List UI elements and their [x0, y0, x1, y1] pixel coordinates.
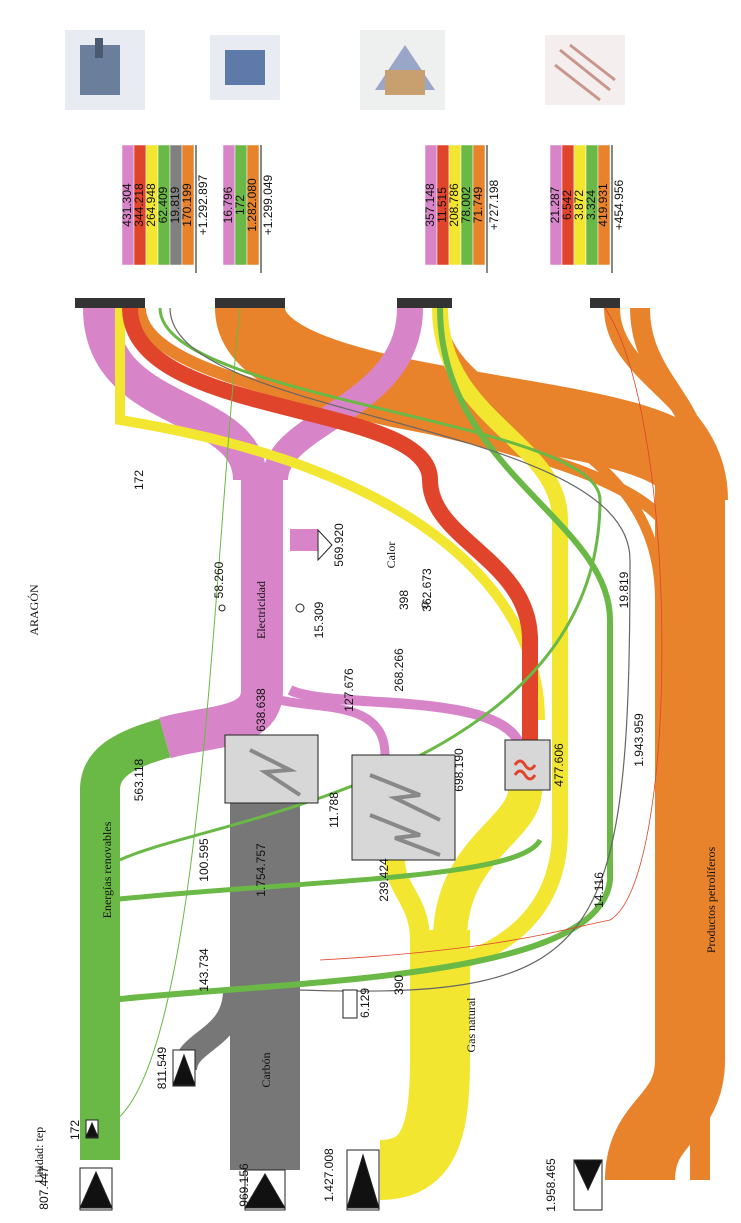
source-value: 811.549	[155, 1046, 169, 1089]
sector-value: 431.304	[120, 183, 134, 227]
sector-cell	[181, 144, 195, 266]
flow-value: 127.676	[342, 668, 356, 712]
flows	[80, 302, 728, 1200]
sector-value: 62.409	[156, 186, 170, 223]
sector-value: 419.931	[596, 183, 610, 227]
node-label: Productos petrolíferos	[704, 847, 718, 954]
flow-value: 172	[132, 470, 146, 490]
node-label: Carbón	[259, 1052, 273, 1087]
flow-value: 390	[392, 975, 406, 995]
flow-value: 268.266	[392, 648, 406, 692]
sector-icons	[65, 30, 625, 110]
source-value: 1.958.465	[544, 1158, 558, 1212]
sector-cell	[246, 144, 260, 266]
sector-value: 21.287	[548, 186, 562, 223]
title: ARAGÓN	[27, 584, 41, 636]
flow-value: 143.734	[197, 948, 211, 992]
sector-total: +454.956	[612, 179, 626, 230]
sector-value: 16.796	[221, 186, 235, 223]
sector-value: 357.148	[423, 183, 437, 227]
sector-total: +1.299.049	[261, 174, 275, 235]
sector-value: 11.515	[435, 187, 449, 223]
sector-value: 78.002	[459, 186, 473, 223]
sector-total: +1.292.897	[196, 174, 210, 235]
flow-value: 11.788	[327, 792, 341, 828]
flow-value: 239.424	[377, 858, 391, 902]
sector-value: 172	[233, 195, 247, 215]
flow-value: 19.819	[617, 571, 631, 608]
sector-bars	[75, 298, 620, 308]
flow-value: 362.673	[420, 568, 434, 612]
sector-value: 71.749	[471, 186, 485, 223]
source-value: 1.427.008	[322, 1148, 336, 1202]
node-label: Energías renovables	[100, 821, 114, 918]
flow-value: 100.595	[197, 838, 211, 882]
sector-cell	[472, 144, 486, 266]
sector-value: 344.218	[132, 183, 146, 227]
sector-value: 170.199	[180, 183, 194, 227]
sector-value: 3.324	[584, 190, 598, 220]
flow-value: 58.260	[212, 561, 226, 598]
source-value: 172	[68, 1120, 82, 1140]
source-value: 807.447	[37, 1166, 51, 1210]
flow-value: 1.754.757	[254, 843, 268, 897]
source-value: 6.129	[358, 988, 372, 1018]
flow-value: 14.116	[592, 872, 606, 908]
nodes	[79, 528, 603, 1211]
node-label: Gas natural	[464, 997, 478, 1053]
sector-total: +727.198	[487, 179, 501, 230]
sector-value: 3.872	[572, 190, 586, 220]
sector-value: 19.819	[168, 186, 182, 223]
flow-value: 15.309	[312, 601, 326, 638]
sector-value: 6.542	[560, 190, 574, 220]
flow-value: 398	[397, 590, 411, 610]
flow-value: 1.943.959	[632, 713, 646, 767]
flow-value: 638.638	[254, 688, 268, 732]
node-label: Electricidad	[254, 581, 268, 639]
sector-cell	[597, 144, 611, 266]
sector-value: 208.786	[447, 183, 461, 227]
sector-value: 264.948	[144, 183, 158, 227]
source-value: 969.156	[237, 1163, 251, 1207]
flow-value: 563.118	[132, 758, 146, 801]
flow-value: 569.920	[332, 523, 346, 567]
node-label: Calor	[384, 542, 398, 569]
flow-value: 477.606	[552, 743, 566, 787]
unit: Unidad: tep	[32, 1127, 46, 1183]
sector-value: 1.282.080	[245, 178, 259, 232]
flow-value: 698.190	[452, 748, 466, 792]
